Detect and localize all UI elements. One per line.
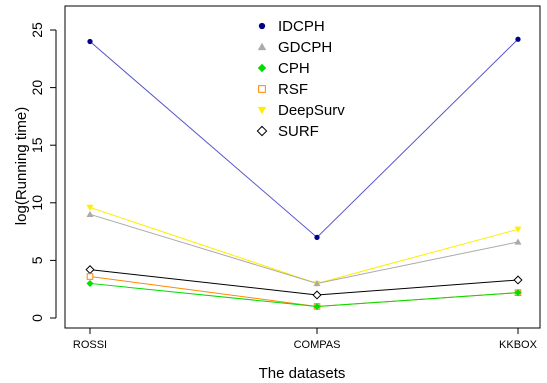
legend-marker-deepsurv	[257, 106, 267, 115]
series-line-surf	[89, 269, 519, 296]
y-tick-label: 25	[29, 22, 45, 38]
legend: IDCPH GDCPH CPH RSF DeepSurv SURF	[256, 18, 345, 140]
series-line-cph	[89, 282, 519, 307]
legend-marker-surf	[256, 125, 268, 137]
legend-marker-idcph	[258, 22, 266, 30]
legend-label-rsf: RSF	[278, 81, 308, 98]
data-point-gdcph	[86, 210, 94, 217]
legend-label-surf: SURF	[278, 123, 319, 140]
data-point-cph	[86, 279, 94, 287]
series-lines	[89, 38, 519, 307]
series-points	[85, 36, 523, 310]
y-tick-label: 10	[29, 195, 45, 211]
legend-item-idcph: IDCPH	[258, 18, 325, 35]
x-axis-title: The datasets	[259, 365, 346, 382]
data-point-idcph	[515, 36, 521, 42]
data-point-surf	[85, 265, 95, 275]
y-axis-title: log(Running time)	[13, 107, 30, 225]
data-point-rsf	[86, 273, 94, 280]
x-tick-label: ROSSI	[73, 339, 107, 351]
series-line-rsf	[89, 276, 519, 307]
series-line-gdcph	[89, 213, 519, 284]
legend-label-gdcph: GDCPH	[278, 39, 332, 56]
legend-marker-cph	[257, 63, 267, 73]
x-tick-label: KKBOX	[499, 339, 538, 351]
legend-marker-rsf	[258, 85, 266, 93]
data-point-surf	[513, 275, 523, 285]
data-point-idcph	[87, 38, 93, 45]
legend-item-gdcph: GDCPH	[257, 39, 332, 56]
x-axis: ROSSI COMPAS KKBOX	[73, 327, 538, 351]
legend-label-deepsurv: DeepSurv	[278, 102, 345, 119]
y-tick-label: 20	[29, 80, 45, 96]
legend-item-surf: SURF	[256, 123, 319, 140]
y-tick-label: 0	[29, 314, 45, 322]
y-tick-label: 15	[29, 137, 45, 153]
legend-label-cph: CPH	[278, 60, 310, 77]
series-line-deepsurv	[89, 206, 519, 284]
data-point-surf	[312, 290, 322, 300]
data-point-cph	[313, 302, 321, 310]
y-axis: 0 5 10 15 20 25	[29, 22, 57, 322]
data-point-gdcph	[514, 238, 522, 245]
data-point-deepsurv	[86, 204, 94, 211]
y-tick-label: 5	[29, 256, 45, 264]
legend-item-deepsurv: DeepSurv	[257, 102, 345, 119]
data-point-cph	[514, 289, 522, 297]
x-tick-label: COMPAS	[294, 339, 341, 351]
legend-label-idcph: IDCPH	[278, 18, 325, 35]
data-point-gdcph	[313, 279, 321, 287]
data-point-idcph	[314, 234, 320, 240]
legend-item-rsf: RSF	[258, 81, 308, 98]
legend-marker-gdcph	[257, 42, 267, 51]
data-point-deepsurv	[514, 226, 522, 233]
legend-item-cph: CPH	[257, 60, 310, 77]
